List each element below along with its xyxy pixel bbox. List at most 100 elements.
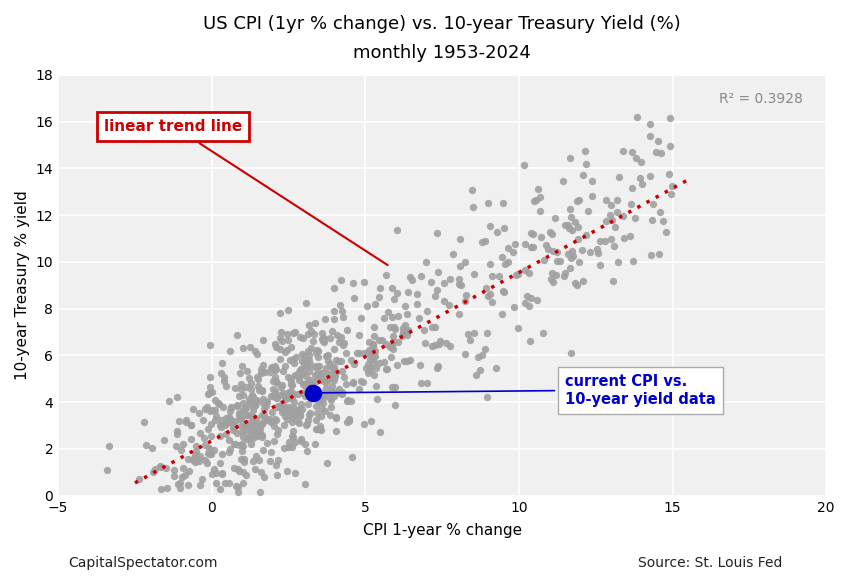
Point <box>176 439 190 448</box>
Point <box>520 291 534 301</box>
Point <box>564 153 577 162</box>
Point <box>484 290 497 299</box>
Point <box>236 479 250 488</box>
Point <box>252 422 266 431</box>
Point <box>222 447 235 456</box>
Point <box>201 448 214 457</box>
Point <box>228 439 241 449</box>
Point <box>541 244 555 253</box>
Point <box>254 385 268 395</box>
Point <box>518 240 531 249</box>
Point <box>304 343 318 352</box>
Point <box>365 348 378 358</box>
Point <box>264 416 278 426</box>
Point <box>197 434 211 443</box>
Point <box>266 363 280 372</box>
Point <box>357 348 371 358</box>
Point <box>286 442 299 452</box>
Point <box>201 389 214 399</box>
Point <box>325 381 338 391</box>
Point <box>309 369 323 378</box>
Point <box>556 176 570 185</box>
Point <box>204 431 218 441</box>
Point <box>311 353 325 362</box>
Point <box>259 396 273 406</box>
Point <box>252 487 266 497</box>
Point <box>396 324 410 333</box>
Point <box>301 347 314 356</box>
Point <box>664 190 677 199</box>
Point <box>155 484 168 493</box>
Point <box>395 332 409 341</box>
Point <box>626 147 639 157</box>
Point <box>609 207 623 217</box>
Point <box>361 348 375 358</box>
Point <box>275 407 288 416</box>
Point <box>571 234 585 244</box>
Point <box>211 398 224 407</box>
Point <box>371 292 385 301</box>
Point <box>308 363 321 372</box>
Point <box>318 390 332 399</box>
Point <box>254 467 268 476</box>
Point <box>302 320 315 329</box>
Point <box>186 404 200 414</box>
Point <box>308 371 321 380</box>
Point <box>550 256 564 266</box>
Point <box>157 435 171 445</box>
Point <box>309 415 323 425</box>
Point <box>267 436 280 445</box>
Point <box>264 392 278 401</box>
Point <box>334 357 348 366</box>
Point <box>207 445 220 454</box>
Point <box>275 399 289 408</box>
Point <box>255 367 269 376</box>
Point <box>297 388 310 397</box>
Point <box>300 358 314 367</box>
Point <box>605 215 619 225</box>
Point <box>268 372 281 381</box>
Point <box>468 328 481 338</box>
Point <box>347 360 360 369</box>
Point <box>432 339 445 348</box>
Point <box>553 256 567 265</box>
Point <box>250 397 264 406</box>
Point <box>231 465 245 474</box>
Point <box>298 480 312 489</box>
Point <box>626 256 640 266</box>
Point <box>234 422 247 431</box>
Point <box>227 463 241 472</box>
Point <box>483 259 496 268</box>
Point <box>312 392 326 401</box>
Point <box>652 249 666 258</box>
Point <box>293 412 307 421</box>
Point <box>260 416 274 425</box>
Point <box>335 275 348 285</box>
Point <box>275 391 289 400</box>
Point <box>561 221 575 230</box>
Point <box>293 410 307 419</box>
Point <box>434 336 447 346</box>
Point <box>566 251 580 260</box>
Point <box>421 307 434 316</box>
Point <box>654 148 668 157</box>
Point <box>274 344 287 354</box>
Point <box>529 195 542 204</box>
Point <box>264 447 278 456</box>
Point <box>386 336 400 346</box>
Point <box>563 264 576 273</box>
Point <box>145 444 159 453</box>
Text: R² = 0.3928: R² = 0.3928 <box>719 92 803 106</box>
Point <box>453 262 467 271</box>
Point <box>546 278 559 287</box>
Point <box>333 300 347 309</box>
Point <box>570 281 584 290</box>
Point <box>347 294 360 303</box>
Point <box>256 360 269 369</box>
Point <box>501 257 514 267</box>
Point <box>269 393 283 403</box>
Point <box>286 407 299 416</box>
Point <box>240 434 253 443</box>
Point <box>432 361 445 370</box>
Point <box>280 442 294 452</box>
